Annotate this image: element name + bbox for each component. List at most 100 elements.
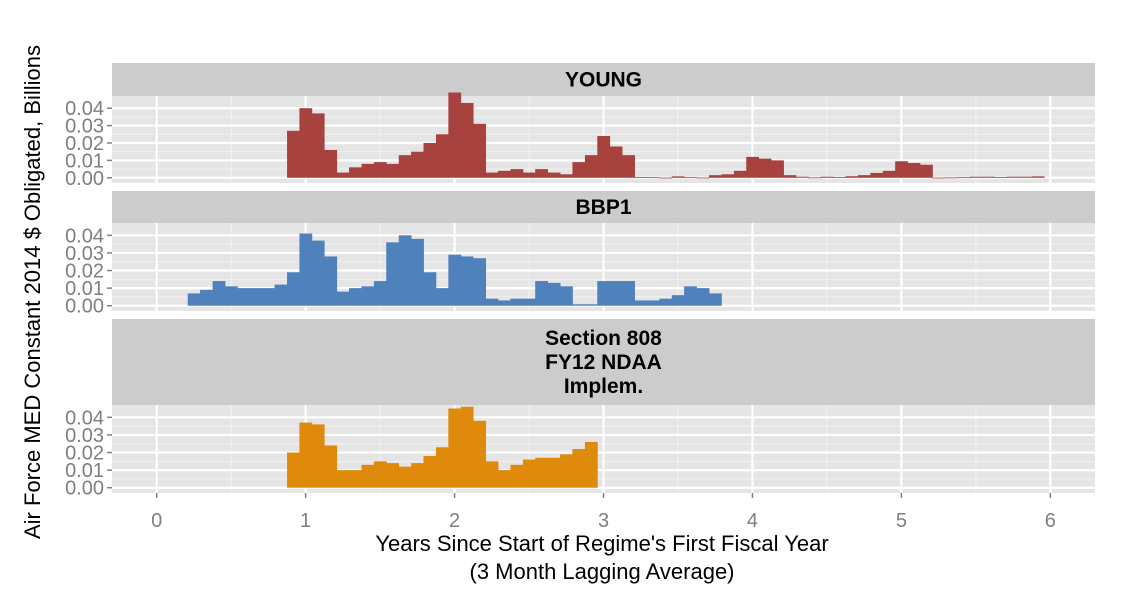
bar [249, 288, 263, 306]
bar [411, 151, 424, 178]
bar [820, 176, 834, 178]
bar [398, 466, 412, 488]
bar [435, 134, 449, 178]
bar [982, 176, 995, 178]
bar [473, 123, 487, 178]
strip-label: Implem. [564, 375, 643, 398]
bar [187, 293, 201, 306]
y-tick-label: 0.03 [65, 116, 104, 138]
bar [411, 463, 424, 488]
bar [609, 281, 623, 306]
bar [597, 136, 611, 178]
bar [671, 176, 685, 178]
bar [497, 470, 511, 488]
bar [659, 298, 673, 306]
bar [324, 256, 338, 306]
bar [497, 170, 511, 178]
bar [572, 162, 586, 178]
bar [907, 162, 921, 178]
bar [584, 155, 598, 178]
bar [746, 156, 760, 178]
y-tick-label: 0.03 [65, 243, 104, 265]
bar [349, 288, 362, 306]
bar [448, 408, 462, 488]
bar [696, 177, 710, 179]
bar [373, 281, 387, 306]
bar [646, 300, 660, 306]
panels-layer: YOUNG0.000.010.020.030.04BBP10.000.010.0… [65, 63, 1095, 500]
bar [485, 461, 499, 488]
bar [547, 282, 561, 306]
bar [237, 288, 251, 306]
x-axis-title-line-2: (3 Month Lagging Average) [470, 559, 735, 584]
bar [485, 298, 499, 306]
bar [460, 102, 474, 178]
bar [547, 457, 561, 488]
bar [349, 470, 362, 488]
y-tick-label: 0.04 [65, 407, 104, 429]
bar [957, 177, 971, 179]
bar [920, 164, 933, 178]
bar [721, 174, 735, 178]
bar [510, 169, 524, 178]
y-tick-label: 0.04 [65, 225, 104, 247]
bar [324, 445, 338, 488]
bar [795, 176, 809, 178]
bar [882, 170, 896, 178]
bar [361, 464, 375, 488]
bar [287, 452, 300, 488]
bar [386, 463, 400, 488]
panel-young: YOUNG 0.000.010.020.030.04 [65, 63, 1095, 190]
bar [560, 174, 573, 178]
bar [845, 176, 859, 178]
bar [473, 420, 487, 488]
bar [560, 454, 573, 488]
bar [895, 161, 908, 178]
bar [311, 113, 325, 178]
bar [336, 172, 350, 178]
x-tick-label: 5 [896, 510, 907, 532]
x-tick-label: 6 [1045, 510, 1056, 532]
bar [386, 242, 400, 306]
bar [398, 155, 412, 178]
bar [733, 170, 747, 178]
bar [423, 456, 437, 488]
bar [336, 291, 350, 306]
strip-background [112, 63, 1095, 96]
bar [299, 108, 313, 178]
bar [460, 256, 474, 306]
strip-background [112, 191, 1095, 223]
bar [535, 281, 548, 306]
bar [783, 175, 797, 178]
bar [274, 284, 288, 306]
bar [609, 146, 623, 178]
y-tick-label: 0.04 [65, 98, 104, 120]
bar [435, 288, 449, 306]
bar [423, 272, 437, 306]
bar [460, 406, 474, 488]
bar [423, 142, 437, 178]
bar [659, 177, 673, 179]
y-axis-title: Air Force MED Constant 2014 $ Obligated,… [20, 45, 45, 539]
y-tick-label: 0.02 [65, 133, 104, 155]
bar [473, 258, 487, 306]
bar [572, 304, 586, 306]
bar [200, 289, 213, 306]
bar [212, 281, 226, 306]
bar [1031, 176, 1045, 178]
bar [361, 163, 375, 178]
bar [311, 424, 325, 488]
bar [485, 172, 499, 178]
bar [634, 300, 648, 306]
bar [349, 167, 362, 178]
bar [386, 163, 400, 178]
x-tick-label: 2 [449, 510, 460, 532]
bar [510, 464, 524, 488]
bar [634, 177, 648, 178]
strip-label: Section 808 [545, 327, 662, 350]
bar [336, 470, 350, 488]
x-axis-title-line-1: Years Since Start of Regime's First Fisc… [375, 531, 828, 556]
